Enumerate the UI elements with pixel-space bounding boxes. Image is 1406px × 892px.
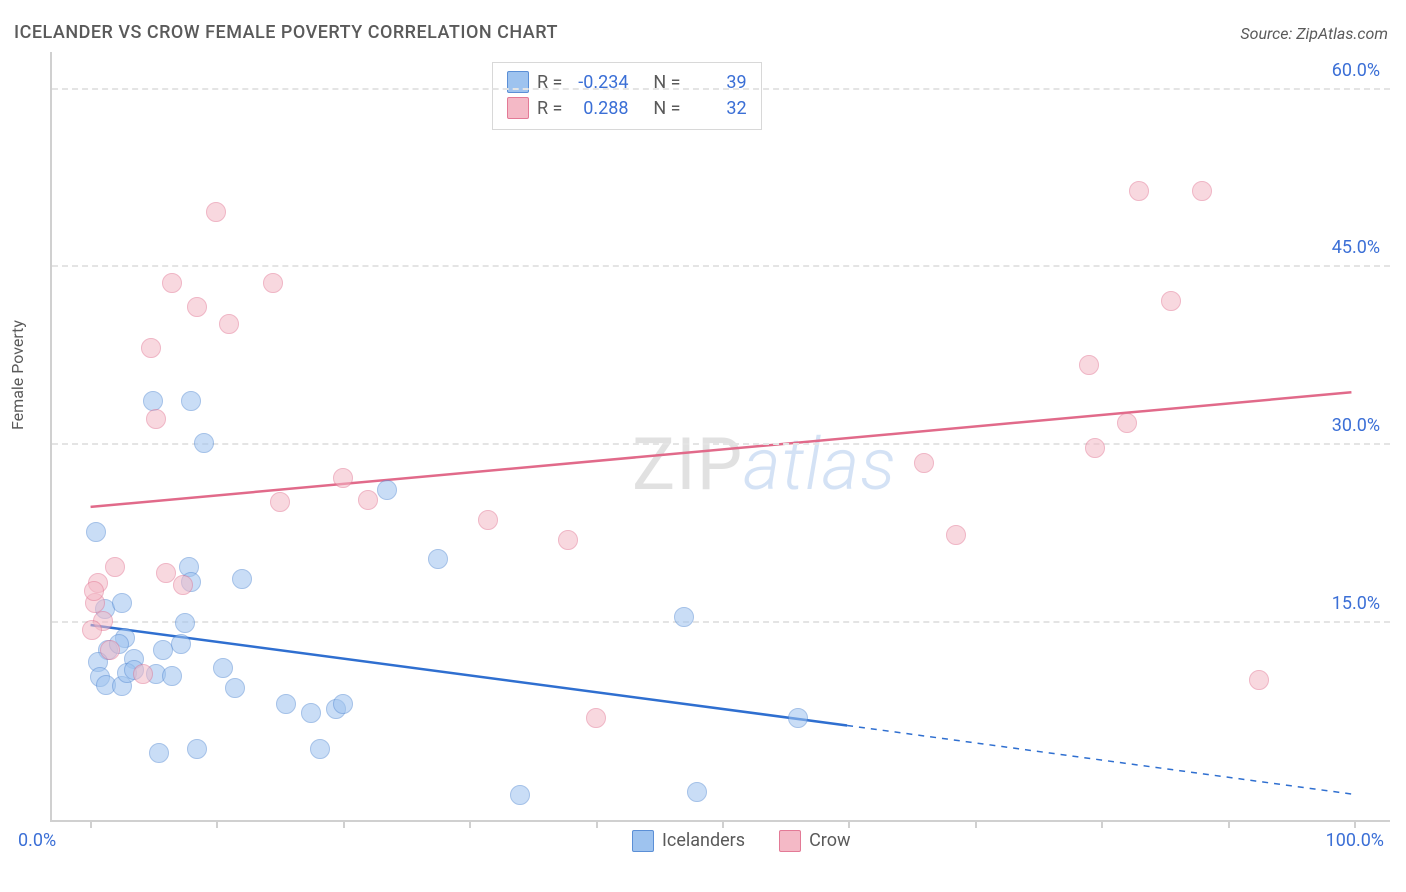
chart-title: ICELANDER VS CROW FEMALE POVERTY CORRELA… xyxy=(14,22,558,43)
data-point-crow xyxy=(133,664,153,684)
watermark-part1: ZIP xyxy=(632,422,743,507)
swatch-crow-icon xyxy=(779,830,801,852)
data-point-icelanders xyxy=(333,694,353,714)
data-point-icelanders xyxy=(187,739,207,759)
swatch-icelanders-icon xyxy=(632,830,654,852)
data-point-crow xyxy=(1161,291,1181,311)
data-point-icelanders xyxy=(310,739,330,759)
source-attribution: Source: ZipAtlas.com xyxy=(1240,24,1388,43)
data-point-crow xyxy=(270,492,290,512)
data-point-crow xyxy=(173,575,193,595)
data-point-icelanders xyxy=(225,678,245,698)
data-point-crow xyxy=(946,525,966,545)
data-point-crow xyxy=(100,640,120,660)
data-point-icelanders xyxy=(213,658,233,678)
data-point-icelanders xyxy=(788,708,808,728)
r-value-crow: 0.288 xyxy=(570,98,628,119)
data-point-icelanders xyxy=(175,613,195,633)
legend-item-crow: Crow xyxy=(779,830,850,852)
x-tick xyxy=(722,820,724,828)
x-tick xyxy=(343,820,345,828)
data-point-crow xyxy=(358,490,378,510)
data-point-icelanders xyxy=(232,569,252,589)
correlation-legend: R = -0.234 N = 39 R = 0.288 N = 32 xyxy=(492,62,762,130)
data-point-crow xyxy=(478,510,498,530)
chart-container: ICELANDER VS CROW FEMALE POVERTY CORRELA… xyxy=(0,0,1406,892)
y-tick-label: 60.0% xyxy=(1332,60,1380,81)
data-point-crow xyxy=(187,297,207,317)
data-point-crow xyxy=(206,202,226,222)
watermark: ZIPatlas xyxy=(632,422,897,507)
data-point-crow xyxy=(558,530,578,550)
data-point-icelanders xyxy=(149,743,169,763)
data-point-icelanders xyxy=(674,607,694,627)
data-point-icelanders xyxy=(301,703,321,723)
data-point-crow xyxy=(1085,438,1105,458)
x-tick xyxy=(216,820,218,828)
x-tick xyxy=(975,820,977,828)
n-label: N = xyxy=(653,98,680,119)
source-name: ZipAtlas.com xyxy=(1296,24,1388,43)
data-point-icelanders xyxy=(194,433,214,453)
data-point-crow xyxy=(162,273,182,293)
data-point-crow xyxy=(146,409,166,429)
data-point-crow xyxy=(263,273,283,293)
correlation-row-crow: R = 0.288 N = 32 xyxy=(507,95,747,121)
gridline xyxy=(52,265,1390,267)
source-prefix: Source: xyxy=(1240,24,1296,43)
data-point-icelanders xyxy=(377,480,397,500)
data-point-icelanders xyxy=(171,634,191,654)
y-tick-label: 15.0% xyxy=(1332,593,1380,614)
data-point-crow xyxy=(1192,181,1212,201)
legend-item-icelanders: Icelanders xyxy=(632,830,745,852)
y-axis-label: Female Poverty xyxy=(8,320,27,430)
data-point-crow xyxy=(1117,413,1137,433)
trend-lines-svg xyxy=(52,52,1390,820)
y-tick-label: 45.0% xyxy=(1332,237,1380,258)
data-point-crow xyxy=(105,557,125,577)
data-point-icelanders xyxy=(687,782,707,802)
x-tick-label: 0.0% xyxy=(18,830,56,851)
x-tick xyxy=(469,820,471,828)
plot-area: ZIPatlas R = -0.234 N = 39 R = 0.288 N =… xyxy=(50,52,1390,822)
data-point-crow xyxy=(914,453,934,473)
data-point-icelanders xyxy=(112,593,132,613)
watermark-part2: atlas xyxy=(743,422,896,507)
series-legend: Icelanders Crow xyxy=(632,830,851,852)
x-tick xyxy=(596,820,598,828)
data-point-crow xyxy=(333,468,353,488)
data-point-icelanders xyxy=(428,549,448,569)
swatch-crow xyxy=(507,97,529,119)
data-point-crow xyxy=(1249,670,1269,690)
data-point-crow xyxy=(1129,181,1149,201)
x-tick xyxy=(1101,820,1103,828)
x-tick-label: 100.0% xyxy=(1326,830,1384,851)
data-point-crow xyxy=(1079,355,1099,375)
correlation-row-icelanders: R = -0.234 N = 39 xyxy=(507,69,747,95)
x-tick xyxy=(1354,820,1356,828)
data-point-crow xyxy=(141,338,161,358)
x-tick xyxy=(90,820,92,828)
data-point-icelanders xyxy=(276,694,296,714)
data-point-icelanders xyxy=(86,522,106,542)
data-point-icelanders xyxy=(162,666,182,686)
legend-label-icelanders: Icelanders xyxy=(662,830,745,851)
data-point-icelanders xyxy=(181,391,201,411)
x-tick xyxy=(1228,820,1230,828)
swatch-icelanders xyxy=(507,71,529,93)
x-tick xyxy=(848,820,850,828)
data-point-crow xyxy=(219,314,239,334)
y-tick-label: 30.0% xyxy=(1332,415,1380,436)
data-point-icelanders xyxy=(510,785,530,805)
gridline xyxy=(52,88,1390,90)
data-point-crow xyxy=(586,708,606,728)
data-point-crow xyxy=(84,581,104,601)
data-point-crow xyxy=(156,563,176,583)
gridline xyxy=(52,443,1390,445)
legend-label-crow: Crow xyxy=(809,830,850,851)
data-point-crow xyxy=(82,620,102,640)
n-value-crow: 32 xyxy=(689,98,747,119)
r-label: R = xyxy=(537,98,562,119)
gridline xyxy=(52,621,1390,623)
